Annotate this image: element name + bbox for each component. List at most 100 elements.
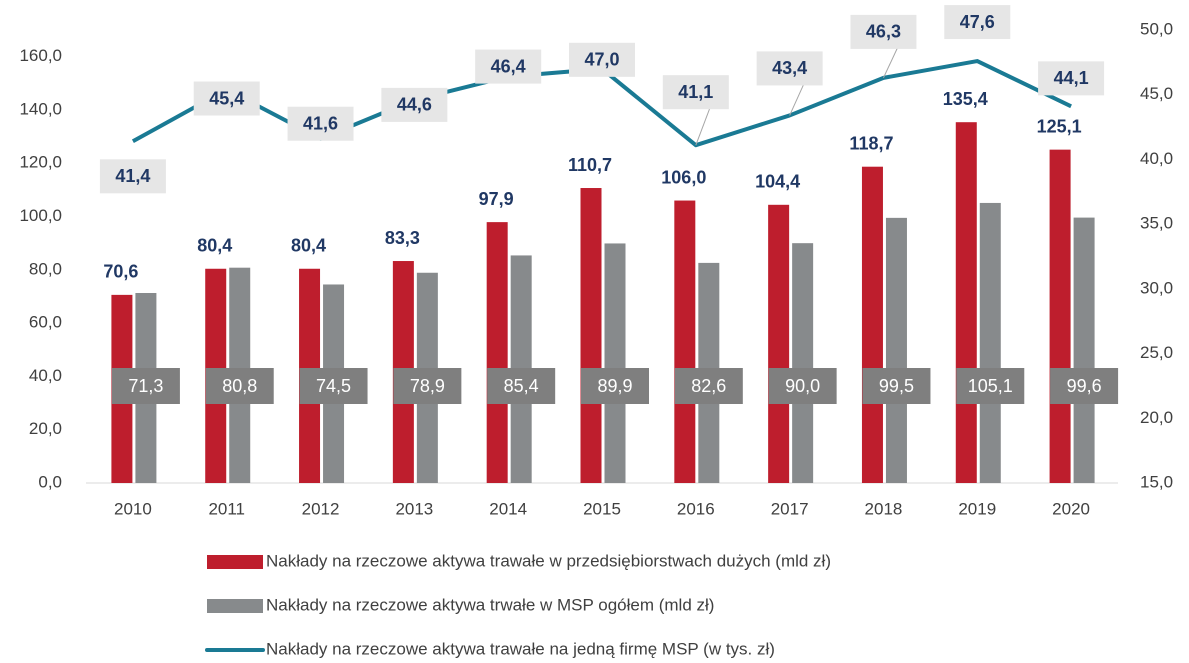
bar-value-label: 89,9 (597, 376, 632, 396)
bar-value-label: 83,3 (385, 228, 420, 248)
line-value-label: 44,1 (1054, 68, 1089, 88)
y-tick-label: 40,0 (29, 366, 62, 385)
line-value-label: 43,4 (772, 58, 807, 78)
leader-line (883, 47, 898, 79)
leader-line (789, 84, 805, 116)
value-label-box (287, 106, 354, 141)
value-label-box (1050, 368, 1119, 404)
y2-tick-label: 20,0 (1140, 408, 1173, 427)
x-tick-label: 2012 (302, 499, 340, 518)
line-value-label: 46,3 (866, 22, 901, 42)
bar-value-label: 106,0 (661, 167, 706, 187)
bar-value-label: 90,0 (785, 376, 820, 396)
line-value-label: 45,4 (209, 88, 244, 108)
legend-swatch (207, 555, 263, 569)
line-value-label: 47,6 (960, 12, 995, 32)
y-tick-label: 60,0 (29, 313, 62, 332)
value-label-box (768, 368, 837, 404)
value-label-box (487, 368, 556, 404)
value-label-box (475, 49, 542, 84)
bar-value-label: 125,1 (1037, 116, 1082, 136)
bar (1073, 217, 1095, 484)
bar-value-label: 110,7 (568, 155, 612, 175)
x-tick-label: 2011 (208, 499, 245, 518)
x-tick-label: 2018 (865, 499, 903, 518)
y2-tick-label: 35,0 (1140, 214, 1173, 233)
bar (861, 166, 883, 484)
bar-value-label: 97,9 (479, 189, 514, 209)
y-tick-label: 80,0 (29, 259, 62, 278)
value-label-box (956, 368, 1025, 404)
x-tick-label: 2014 (489, 499, 527, 518)
bar (979, 202, 1001, 484)
line-value-label: 44,6 (397, 95, 432, 115)
y2-tick-label: 25,0 (1140, 343, 1173, 362)
line-value-label: 41,4 (115, 166, 150, 186)
value-label-box (674, 368, 743, 404)
value-label-box (381, 87, 448, 122)
value-label-box (393, 368, 462, 404)
y-tick-label: 140,0 (19, 99, 62, 118)
bar (1049, 149, 1071, 483)
bar-value-label: 118,7 (849, 133, 893, 153)
value-label-box (850, 14, 917, 49)
legend-label: Nakłady na rzeczowe aktywa trawałe w prz… (266, 551, 831, 570)
line-value-label: 46,4 (491, 56, 526, 76)
x-tick-label: 2020 (1052, 499, 1090, 518)
bar (674, 200, 696, 483)
y-tick-label: 160,0 (19, 46, 62, 65)
y2-tick-label: 45,0 (1140, 84, 1173, 103)
bar (955, 122, 977, 483)
value-label-box (944, 5, 1011, 40)
x-tick-label: 2017 (771, 499, 809, 518)
value-label-box (1038, 61, 1105, 96)
y2-tick-label: 40,0 (1140, 149, 1173, 168)
value-label-box (205, 368, 274, 404)
x-tick-label: 2013 (395, 499, 433, 518)
bar-value-label: 82,6 (691, 376, 726, 396)
y-tick-label: 20,0 (29, 419, 62, 438)
bar (604, 243, 626, 483)
bar-value-label: 85,4 (504, 376, 539, 396)
bar-value-label: 99,5 (879, 376, 914, 396)
bar-value-label: 80,8 (222, 376, 257, 396)
value-label-box (299, 368, 368, 404)
bar-value-label: 135,4 (943, 89, 988, 109)
x-tick-label: 2016 (677, 499, 715, 518)
value-label-box (862, 368, 931, 404)
bar-value-label: 80,4 (197, 236, 232, 256)
bar (486, 222, 508, 483)
bar (792, 243, 814, 483)
y2-tick-label: 15,0 (1140, 472, 1173, 491)
legend-label: Nakłady na rzeczowe aktywa trwałe w MSP … (266, 595, 714, 614)
y-tick-label: 100,0 (19, 206, 62, 225)
bar-value-label: 99,6 (1067, 376, 1102, 396)
value-label-box (193, 81, 260, 116)
bar-value-label: 71,3 (128, 376, 163, 396)
bar-value-label: 104,4 (755, 172, 800, 192)
line-value-label: 41,6 (303, 113, 338, 133)
value-label-box (99, 159, 166, 194)
y-tick-label: 120,0 (19, 153, 62, 172)
bar (580, 188, 602, 483)
bar-value-label: 74,5 (316, 376, 351, 396)
y-tick-label: 0,0 (38, 472, 62, 491)
bar-value-label: 70,6 (103, 262, 138, 282)
line-value-label: 41,1 (678, 82, 713, 102)
x-tick-label: 2010 (114, 499, 152, 518)
bar-value-label: 78,9 (410, 376, 445, 396)
value-label-box (569, 42, 635, 77)
bar (768, 204, 790, 484)
leader-line (695, 108, 711, 146)
bar-value-label: 105,1 (968, 376, 1013, 396)
x-tick-label: 2015 (583, 499, 621, 518)
value-label-box (662, 75, 729, 110)
value-label-box (756, 51, 823, 86)
legend-label: Nakłady na rzeczowe aktywa trawałe na je… (266, 639, 775, 658)
value-label-box (581, 368, 649, 404)
value-label-box (111, 368, 180, 404)
bar-value-label: 80,4 (291, 236, 326, 256)
y2-tick-label: 30,0 (1140, 278, 1173, 297)
legend-swatch (207, 599, 263, 613)
